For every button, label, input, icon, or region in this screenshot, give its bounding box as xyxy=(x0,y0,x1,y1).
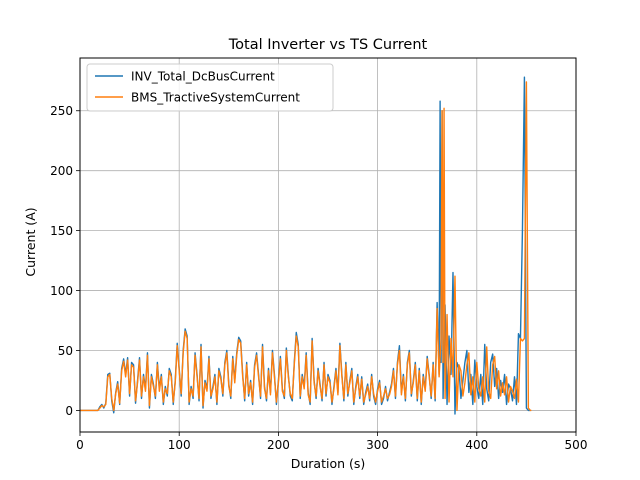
y-tick-label: 250 xyxy=(50,104,73,118)
plot-frame xyxy=(79,57,577,433)
y-tick-label: 0 xyxy=(65,404,73,418)
legend-label-bms-tractivesystemcurrent: BMS_TractiveSystemCurrent xyxy=(131,91,300,105)
x-tick-label: 200 xyxy=(267,438,290,452)
y-axis-label: Current (A) xyxy=(23,207,38,276)
legend: INV_Total_DcBusCurrent BMS_TractiveSyste… xyxy=(86,63,334,112)
y-tick-label: 200 xyxy=(50,164,73,178)
y-tick-label: 150 xyxy=(50,224,73,238)
series-line-bms-tractivesystemcurrent xyxy=(80,81,532,412)
series-layer xyxy=(80,76,532,415)
chart-title: Total Inverter vs TS Current xyxy=(228,37,428,53)
legend-label-inv-total-dcbuscurrent: INV_Total_DcBusCurrent xyxy=(131,70,275,84)
x-tick-label: 300 xyxy=(366,438,389,452)
x-tick-label: 100 xyxy=(168,438,191,452)
y-tick-label: 100 xyxy=(50,284,73,298)
x-tick-label: 0 xyxy=(76,438,84,452)
x-tick-label: 500 xyxy=(565,438,588,452)
x-axis-label: Duration (s) xyxy=(291,456,366,471)
axes: 0 100 200 300 400 500 0 50 100 150 200 250 xyxy=(50,57,588,452)
x-tick-label: 400 xyxy=(465,438,488,452)
legend-frame xyxy=(86,63,334,112)
y-tick-label: 50 xyxy=(58,344,73,358)
